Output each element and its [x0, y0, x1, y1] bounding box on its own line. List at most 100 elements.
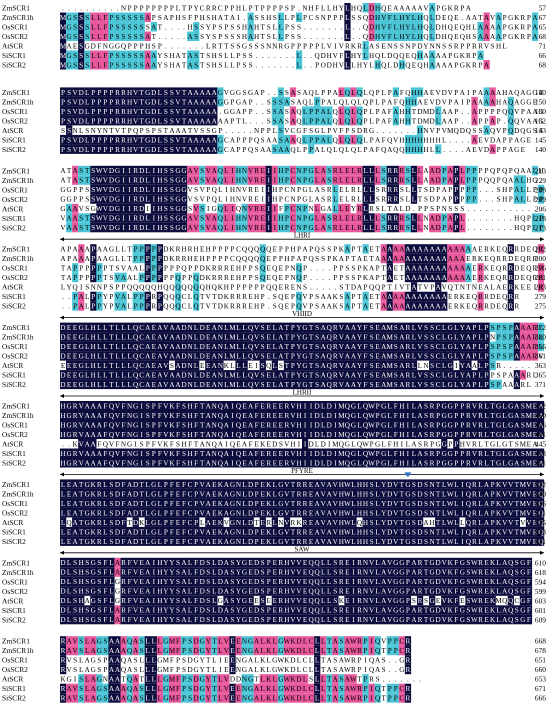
- residue: G: [454, 52, 459, 60]
- residue: S: [339, 293, 343, 301]
- residue: S: [122, 33, 126, 41]
- residue: V: [175, 117, 181, 125]
- residue: .: [480, 196, 482, 204]
- residue: P: [146, 4, 150, 12]
- alignment-row: SiSCR1 P S V D L P P P P R R H V T G D L S S V T A A A A A G C A P P P Q S…: [2, 134, 546, 145]
- residue: S: [478, 127, 482, 135]
- residue-cell: [193, 87, 200, 97]
- residue: T: [351, 255, 356, 263]
- residue-cell: [150, 115, 157, 126]
- residue: H: [375, 4, 380, 12]
- residue: A: [206, 98, 212, 106]
- residue-cell: [368, 22, 375, 32]
- residue: S: [424, 353, 428, 361]
- species-label: OsSCR2: [2, 116, 28, 125]
- residue: S: [200, 33, 204, 41]
- residue: D: [218, 303, 223, 311]
- residue: L: [315, 215, 319, 223]
- residue: F: [394, 412, 398, 420]
- residue-cell: [193, 106, 200, 116]
- residue: G: [109, 42, 114, 50]
- residue: T: [182, 108, 187, 116]
- residue: P: [273, 255, 277, 263]
- residue: E: [73, 324, 78, 332]
- residue: P: [73, 186, 77, 194]
- residue-cell: [410, 87, 418, 97]
- residue: P: [285, 205, 289, 213]
- residue: F: [97, 440, 101, 448]
- residue: T: [85, 167, 90, 175]
- residue: V: [429, 127, 435, 135]
- residue-cell: [362, 3, 369, 13]
- residue: E: [73, 334, 78, 342]
- residue: E: [375, 372, 380, 380]
- residue: L: [430, 23, 434, 31]
- residue-cell: [90, 106, 97, 116]
- residue: H: [442, 33, 447, 41]
- residue: E: [67, 372, 72, 380]
- residue-cell: [132, 115, 139, 126]
- residue: G: [242, 42, 247, 50]
- residue: Q: [248, 146, 254, 154]
- residue: A: [496, 23, 502, 31]
- residue: A: [472, 14, 478, 22]
- residue: L: [297, 146, 301, 154]
- residue: P: [333, 14, 337, 22]
- residue: P: [297, 42, 301, 50]
- residue: P: [357, 274, 361, 282]
- residue: P: [376, 402, 380, 410]
- residue: D: [151, 89, 156, 97]
- residue: F: [103, 402, 107, 410]
- alignment-row: AtSCR S S N L S N Y N T V T P Q P S P S T A A A T V S S G P..... N P P…: [2, 125, 546, 135]
- residue-cell: [368, 3, 375, 13]
- residue: V: [484, 42, 490, 50]
- residue: A: [145, 362, 151, 370]
- residue: S: [424, 431, 428, 439]
- residue: R: [478, 42, 483, 50]
- residue: G: [145, 89, 150, 97]
- residue: A: [472, 117, 478, 125]
- residue: A: [200, 146, 206, 154]
- residue: A: [212, 146, 218, 154]
- residue: F: [255, 431, 259, 439]
- residue: P: [73, 274, 77, 282]
- residue: N: [290, 186, 296, 194]
- residue: K: [169, 402, 175, 410]
- residue: A: [315, 196, 321, 204]
- residue: R: [478, 303, 483, 311]
- residue: R: [115, 98, 120, 106]
- residue: Q: [296, 136, 302, 144]
- residue: P: [351, 303, 355, 311]
- residue: S: [327, 177, 331, 185]
- residue: A: [381, 108, 387, 116]
- residue: S: [79, 215, 83, 223]
- residue: H: [230, 186, 235, 194]
- residue: S: [424, 343, 428, 351]
- residue: L: [327, 117, 331, 125]
- species-label: AtSCR: [2, 361, 23, 370]
- residue: D: [442, 89, 447, 97]
- residue-cell: [138, 165, 145, 176]
- residue-cell: [416, 87, 424, 97]
- residue: S: [170, 167, 174, 175]
- residue: R: [151, 293, 156, 301]
- residue: D: [151, 108, 156, 116]
- residue-cell: [120, 106, 127, 116]
- residue: V: [194, 215, 200, 223]
- residue: D: [200, 274, 205, 282]
- residue: S: [297, 33, 301, 41]
- residue: S: [382, 215, 386, 223]
- species-label: ZmSCR1: [2, 245, 30, 254]
- residue: R: [472, 61, 477, 69]
- residue: .: [250, 117, 252, 125]
- residue: S: [315, 362, 319, 370]
- residue: V: [133, 108, 139, 116]
- residue: .: [516, 205, 518, 213]
- residue: N: [296, 215, 302, 223]
- residue: .: [316, 23, 318, 31]
- residue: Q: [363, 98, 369, 106]
- alignment-row: SiSCR1 D E E G L H L L T L L L Q C A E A V A A D N L D E A N L M L L Q V S…: [2, 370, 546, 380]
- residue: R: [176, 255, 181, 263]
- residue: A: [399, 362, 405, 370]
- residue: V: [248, 205, 254, 213]
